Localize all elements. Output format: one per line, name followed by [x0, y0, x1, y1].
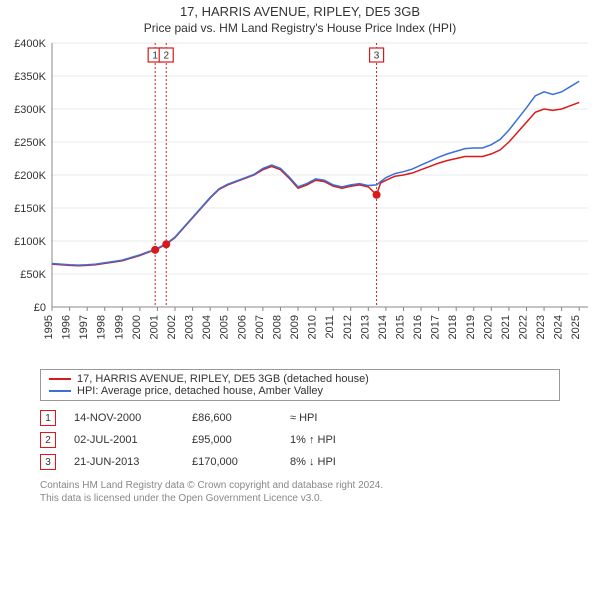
footer-attribution: Contains HM Land Registry data © Crown c… — [40, 479, 560, 505]
svg-text:£50K: £50K — [20, 269, 46, 281]
marker-dot-3 — [373, 191, 381, 199]
transaction-diff: 1% ↑ HPI — [290, 434, 400, 446]
svg-text:2008: 2008 — [271, 315, 283, 339]
svg-text:2007: 2007 — [254, 315, 266, 339]
title-subtitle: Price paid vs. HM Land Registry's House … — [0, 21, 600, 35]
legend-swatch — [49, 390, 71, 392]
transaction-date: 14-NOV-2000 — [74, 412, 174, 424]
chart-container: 17, HARRIS AVENUE, RIPLEY, DE5 3GB Price… — [0, 0, 600, 590]
svg-text:£150K: £150K — [14, 203, 46, 215]
svg-text:1999: 1999 — [113, 315, 125, 339]
legend-label: 17, HARRIS AVENUE, RIPLEY, DE5 3GB (deta… — [77, 373, 369, 385]
svg-text:2023: 2023 — [535, 315, 547, 339]
transaction-row: 2 02-JUL-2001 £95,000 1% ↑ HPI — [40, 429, 560, 451]
svg-text:2016: 2016 — [412, 315, 424, 339]
svg-text:£200K: £200K — [14, 170, 46, 182]
svg-text:£300K: £300K — [14, 104, 46, 116]
svg-text:2000: 2000 — [131, 315, 143, 339]
legend-swatch — [49, 378, 71, 380]
svg-text:£350K: £350K — [14, 71, 46, 83]
svg-text:£400K: £400K — [14, 38, 46, 50]
svg-text:2009: 2009 — [289, 315, 301, 339]
svg-text:1998: 1998 — [96, 315, 108, 339]
svg-text:2006: 2006 — [236, 315, 248, 339]
transaction-price: £170,000 — [192, 456, 272, 468]
svg-text:2014: 2014 — [377, 315, 389, 339]
svg-text:2017: 2017 — [430, 315, 442, 339]
svg-text:1996: 1996 — [61, 315, 73, 339]
svg-text:2: 2 — [163, 51, 169, 62]
transaction-diff: ≈ HPI — [290, 412, 400, 424]
titles: 17, HARRIS AVENUE, RIPLEY, DE5 3GB Price… — [0, 0, 600, 35]
svg-text:2025: 2025 — [570, 315, 582, 339]
footer-line2: This data is licensed under the Open Gov… — [40, 492, 560, 505]
svg-text:2019: 2019 — [465, 315, 477, 339]
svg-text:£100K: £100K — [14, 236, 46, 248]
transaction-date: 21-JUN-2013 — [74, 456, 174, 468]
svg-text:£250K: £250K — [14, 137, 46, 149]
legend-row: HPI: Average price, detached house, Ambe… — [49, 385, 551, 397]
svg-text:2013: 2013 — [359, 315, 371, 339]
svg-text:1: 1 — [152, 51, 158, 62]
footer-line1: Contains HM Land Registry data © Crown c… — [40, 479, 560, 492]
transaction-table: 1 14-NOV-2000 £86,600 ≈ HPI 2 02-JUL-2001 £95,… — [40, 407, 560, 473]
svg-text:1997: 1997 — [78, 315, 90, 339]
line-chart-svg: £0 £50K £100K £150K £200K £250K £300K £350K £400… — [0, 35, 600, 365]
marker-dot-2 — [162, 240, 170, 248]
transaction-price: £95,000 — [192, 434, 272, 446]
svg-text:2024: 2024 — [553, 315, 565, 339]
svg-text:2021: 2021 — [500, 315, 512, 339]
title-address: 17, HARRIS AVENUE, RIPLEY, DE5 3GB — [0, 4, 600, 19]
transaction-diff: 8% ↓ HPI — [290, 456, 400, 468]
svg-text:2003: 2003 — [184, 315, 196, 339]
svg-text:2022: 2022 — [517, 315, 529, 339]
legend-label: HPI: Average price, detached house, Ambe… — [77, 385, 323, 397]
svg-text:2011: 2011 — [324, 315, 336, 339]
svg-text:1995: 1995 — [43, 315, 55, 339]
transaction-marker-box: 2 — [40, 432, 56, 448]
svg-text:2012: 2012 — [342, 315, 354, 339]
svg-text:£0: £0 — [34, 302, 46, 314]
transaction-marker-box: 1 — [40, 410, 56, 426]
svg-text:2015: 2015 — [394, 315, 406, 339]
transaction-marker-box: 3 — [40, 454, 56, 470]
svg-text:2004: 2004 — [201, 315, 213, 339]
svg-text:2005: 2005 — [219, 315, 231, 339]
transaction-date: 02-JUL-2001 — [74, 434, 174, 446]
marker-dot-1 — [151, 246, 159, 254]
legend-row: 17, HARRIS AVENUE, RIPLEY, DE5 3GB (deta… — [49, 373, 551, 385]
transaction-price: £86,600 — [192, 412, 272, 424]
chart-area: £0 £50K £100K £150K £200K £250K £300K £350K £400… — [0, 35, 600, 365]
svg-text:2020: 2020 — [482, 315, 494, 339]
svg-text:2010: 2010 — [307, 315, 319, 339]
svg-text:2001: 2001 — [148, 315, 160, 339]
transaction-row: 1 14-NOV-2000 £86,600 ≈ HPI — [40, 407, 560, 429]
svg-text:3: 3 — [374, 51, 380, 62]
transaction-row: 3 21-JUN-2013 £170,000 8% ↓ HPI — [40, 451, 560, 473]
svg-text:2002: 2002 — [166, 315, 178, 339]
svg-text:2018: 2018 — [447, 315, 459, 339]
legend: 17, HARRIS AVENUE, RIPLEY, DE5 3GB (deta… — [40, 369, 560, 401]
